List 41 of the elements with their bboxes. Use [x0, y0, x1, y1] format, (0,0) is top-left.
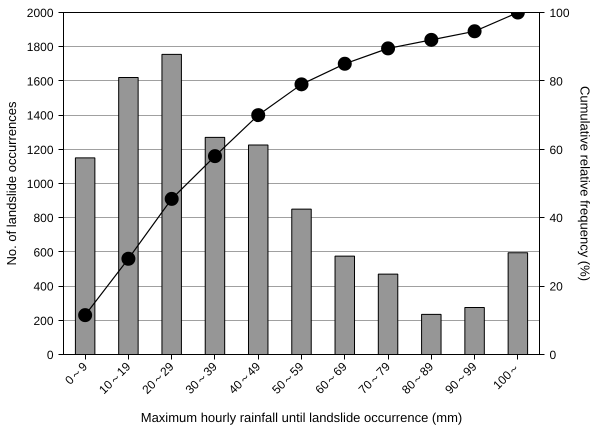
y-tick-label: 600	[33, 245, 54, 260]
y-tick-label: 1000	[26, 177, 54, 191]
y2-tick-label: 40	[550, 211, 564, 226]
point	[251, 108, 266, 122]
point	[468, 24, 482, 38]
y2-tick-label: 100	[550, 6, 570, 20]
point	[381, 41, 396, 56]
point	[208, 149, 222, 164]
x-tick-label: 100～	[490, 360, 523, 392]
x-tick-label: 30～39	[182, 359, 220, 397]
point	[338, 56, 352, 71]
y-tick-label: 200	[33, 314, 54, 328]
y2-tick-label: 0	[550, 348, 556, 362]
y-tick-label: 1200	[26, 142, 54, 157]
x-tick-label: 0～9	[62, 359, 90, 388]
point	[78, 308, 92, 322]
x-tick-label: 60～69	[312, 359, 350, 397]
x-axis-title: Maximum hourly rainfall until landslide occurrence (mm)	[140, 410, 462, 425]
y2-tick-label: 20	[550, 280, 564, 294]
y-tick-label: 2000	[26, 6, 54, 20]
y2-tick-label: 80	[550, 74, 564, 88]
x-tick-label: 70～79	[356, 359, 394, 397]
x-tick-label: 10～19	[96, 359, 134, 397]
x-tick-label: 80～89	[399, 359, 436, 397]
x-tick-label: 20～29	[139, 359, 177, 397]
point	[294, 77, 308, 92]
y-tick-label: 1800	[26, 40, 54, 54]
y-tick-label: 400	[33, 280, 54, 294]
x-tick-label: 50～59	[269, 359, 307, 397]
y-tick-label: 1600	[26, 74, 54, 88]
y2-tick-label: 60	[550, 142, 564, 157]
point	[164, 192, 179, 206]
y-tick-label: 800	[33, 211, 54, 226]
y-axis-title: No. of landslide occurrences	[4, 100, 19, 266]
point	[424, 32, 438, 47]
x-tick-label: 90～99	[442, 359, 480, 397]
point	[121, 252, 136, 266]
y-tick-label: 0	[46, 348, 54, 362]
x-tick-label: 40～49	[226, 359, 264, 397]
y2-axis-title: Cumulative relative frequency (%)	[578, 86, 593, 282]
y-tick-label: 1400	[26, 108, 54, 123]
